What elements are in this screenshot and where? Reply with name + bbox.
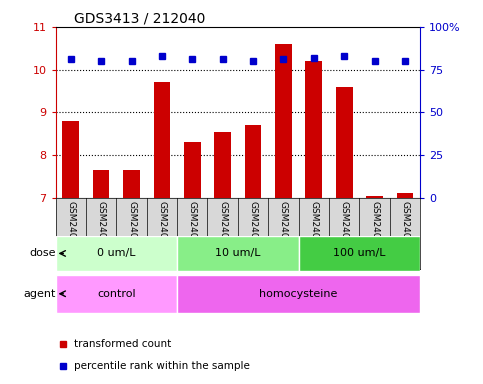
FancyBboxPatch shape bbox=[298, 236, 420, 271]
Bar bbox=[154, 83, 170, 198]
Text: GSM240531: GSM240531 bbox=[249, 201, 257, 256]
Text: transformed count: transformed count bbox=[74, 339, 171, 349]
Bar bbox=[305, 61, 322, 198]
Text: control: control bbox=[97, 289, 136, 299]
Text: GSM240534: GSM240534 bbox=[340, 201, 349, 256]
Text: percentile rank within the sample: percentile rank within the sample bbox=[74, 361, 250, 371]
Text: GSM240526: GSM240526 bbox=[97, 201, 106, 256]
Text: 0 um/L: 0 um/L bbox=[97, 248, 136, 258]
Text: GSM240527: GSM240527 bbox=[127, 201, 136, 256]
Bar bbox=[93, 170, 110, 198]
Text: GSM240530: GSM240530 bbox=[218, 201, 227, 256]
Text: GSM240529: GSM240529 bbox=[188, 201, 197, 256]
Text: GSM240532: GSM240532 bbox=[279, 201, 288, 256]
Text: GSM240525: GSM240525 bbox=[66, 201, 75, 256]
Text: 10 um/L: 10 um/L bbox=[215, 248, 261, 258]
FancyBboxPatch shape bbox=[56, 275, 177, 313]
Bar bbox=[123, 170, 140, 198]
Text: GSM240533: GSM240533 bbox=[309, 201, 318, 256]
Text: GSM240528: GSM240528 bbox=[157, 201, 167, 256]
Bar bbox=[336, 87, 353, 198]
Bar bbox=[62, 121, 79, 198]
FancyBboxPatch shape bbox=[56, 236, 177, 271]
Bar bbox=[184, 142, 200, 198]
Bar bbox=[366, 195, 383, 198]
FancyBboxPatch shape bbox=[177, 275, 420, 313]
Text: GSM240535: GSM240535 bbox=[370, 201, 379, 256]
Bar bbox=[245, 125, 261, 198]
FancyBboxPatch shape bbox=[177, 236, 298, 271]
Text: homocysteine: homocysteine bbox=[259, 289, 338, 299]
Text: 100 um/L: 100 um/L bbox=[333, 248, 386, 258]
Bar bbox=[275, 44, 292, 198]
Bar bbox=[214, 132, 231, 198]
Text: dose: dose bbox=[29, 248, 56, 258]
Text: GDS3413 / 212040: GDS3413 / 212040 bbox=[74, 12, 205, 26]
Text: agent: agent bbox=[23, 289, 56, 299]
Bar bbox=[397, 194, 413, 198]
Text: GSM240848: GSM240848 bbox=[400, 201, 410, 256]
